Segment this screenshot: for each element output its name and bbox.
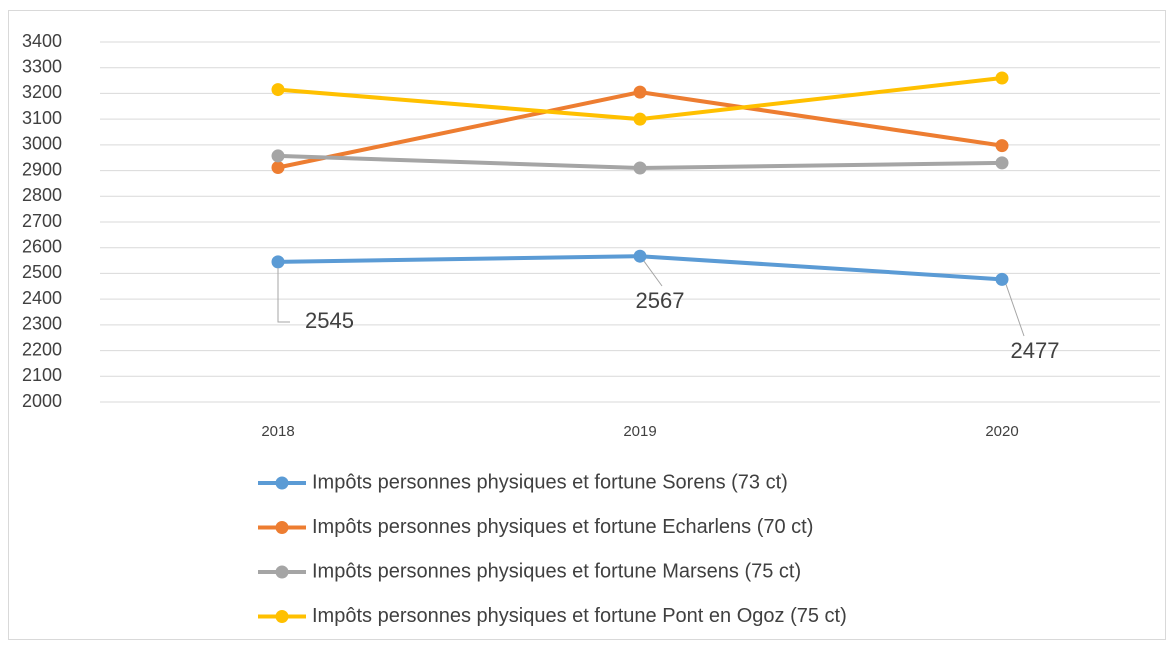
legend-label: Impôts personnes physiques et fortune Ec…	[312, 516, 813, 538]
y-tick-label: 3200	[22, 82, 62, 102]
marker	[633, 85, 647, 99]
data-label: 2567	[636, 288, 685, 313]
marker	[633, 112, 647, 126]
y-tick-label: 2000	[22, 391, 62, 411]
y-tick-label: 2800	[22, 185, 62, 205]
y-tick-label: 2300	[22, 314, 62, 334]
y-tick-label: 3100	[22, 108, 62, 128]
marker	[633, 249, 647, 263]
y-tick-label: 2900	[22, 159, 62, 179]
marker	[633, 161, 647, 175]
y-tick-label: 3000	[22, 134, 62, 154]
x-tick-label: 2018	[261, 423, 294, 440]
x-tick-label: 2020	[985, 423, 1018, 440]
data-label: 2477	[1011, 338, 1060, 363]
marker	[271, 255, 285, 269]
y-tick-label: 2700	[22, 211, 62, 231]
y-tick-label: 3300	[22, 56, 62, 76]
legend-marker	[275, 521, 289, 534]
y-tick-label: 3400	[22, 31, 62, 51]
y-tick-label: 2400	[22, 288, 62, 308]
y-tick-label: 2100	[22, 365, 62, 385]
y-tick-label: 2600	[22, 236, 62, 256]
leader-line	[1005, 284, 1025, 337]
legend-marker	[275, 476, 289, 490]
y-tick-label: 2500	[22, 262, 62, 282]
marker	[995, 139, 1009, 153]
legend-marker	[275, 565, 289, 579]
marker	[995, 272, 1009, 286]
legend-label: Impôts personnes physiques et fortune Ma…	[312, 560, 801, 582]
leader-line	[643, 260, 663, 287]
legend-label: Impôts personnes physiques et fortune So…	[312, 471, 788, 493]
leader-line	[277, 267, 290, 323]
marker	[271, 149, 285, 163]
marker	[271, 83, 285, 97]
marker	[995, 71, 1009, 85]
x-tick-label: 2019	[623, 423, 656, 440]
marker	[995, 156, 1009, 170]
legend-marker	[275, 610, 289, 623]
data-label: 2545	[305, 308, 354, 333]
legend-label: Impôts personnes physiques et fortune Po…	[312, 605, 847, 627]
marker	[271, 160, 285, 174]
y-tick-label: 2200	[22, 339, 62, 359]
